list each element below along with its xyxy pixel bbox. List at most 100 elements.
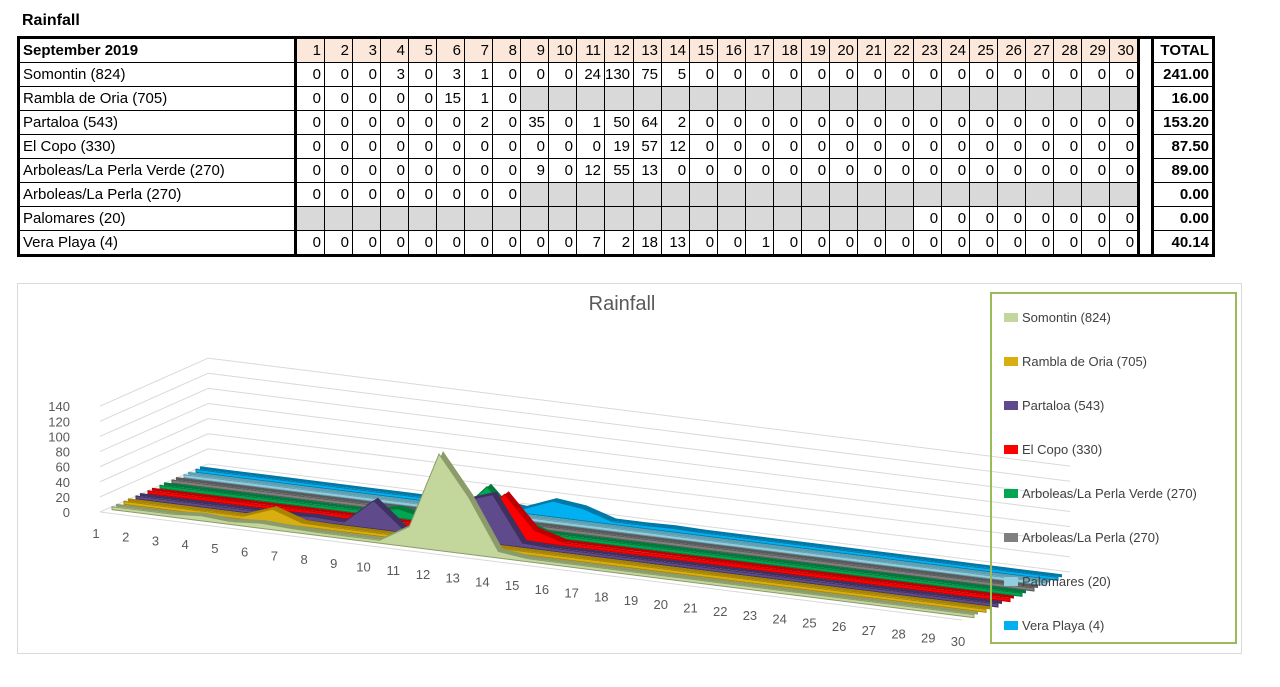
rain-cell: 0 <box>380 134 409 159</box>
rain-cell: 0 <box>997 230 1027 257</box>
rain-cell <box>1109 86 1141 111</box>
gridline <box>207 463 1071 573</box>
rain-cell: 2 <box>603 230 635 257</box>
x-tick-label: 11 <box>386 563 400 578</box>
table-row: Palomares (20) 0 0 0 0 0 0 0 0 0.00 <box>17 206 1216 231</box>
legend-label: Palomares (20) <box>1022 574 1111 589</box>
x-tick-label: 10 <box>356 560 370 575</box>
rainfall-table: September 2019 1 2 3 4 5 6 7 8 9 10 11 12 13 14 15 16 17 1… <box>17 36 1216 257</box>
legend-item: Arboleas/La Perla Verde (270) <box>1004 486 1197 501</box>
day-header: 6 <box>436 36 465 63</box>
table-row: Vera Playa (4) 0 0 0 0 0 0 0 0 0 0 7 2 18 13 0 0 1 0 0 0 0 0 0 0… <box>17 230 1216 257</box>
gridline <box>207 433 1071 543</box>
rain-cell: 0 <box>464 230 493 257</box>
rain-cell: 0 <box>913 62 943 87</box>
rain-cell: 7 <box>576 230 605 257</box>
station-name: Rambla de Oria (705) <box>17 86 297 111</box>
rain-cell: 0 <box>436 230 465 257</box>
rain-cell: 0 <box>1053 206 1083 231</box>
legend-label: Partaloa (543) <box>1022 398 1105 413</box>
rain-cell <box>1081 86 1111 111</box>
day-header: 15 <box>689 36 719 63</box>
rain-cell: 0 <box>436 134 465 159</box>
x-tick-label: 28 <box>891 627 905 642</box>
legend-swatch <box>1004 577 1018 586</box>
y-tick-label: 140 <box>48 399 70 414</box>
legend-swatch <box>1004 489 1018 498</box>
rain-cell: 0 <box>1053 158 1083 183</box>
rain-cell <box>941 86 971 111</box>
rain-cell: 0 <box>885 158 915 183</box>
rain-cell: 0 <box>1109 62 1141 87</box>
day-header: 11 <box>576 36 605 63</box>
rain-cell: 0 <box>408 62 437 87</box>
rain-cell <box>969 86 999 111</box>
rain-cell: 0 <box>436 110 465 135</box>
station-name: Arboleas/La Perla (270) <box>17 182 297 207</box>
day-header: 4 <box>380 36 409 63</box>
gridline-side <box>99 433 209 483</box>
legend-swatch <box>1004 533 1018 542</box>
rain-cell: 0 <box>324 62 353 87</box>
rain-cell: 0 <box>324 182 353 207</box>
rain-cell: 0 <box>408 110 437 135</box>
y-tick-label: 120 <box>48 414 70 429</box>
rain-cell <box>941 182 971 207</box>
column-gap <box>1138 110 1153 135</box>
rain-cell: 0 <box>324 134 353 159</box>
rain-cell: 0 <box>1025 206 1055 231</box>
rain-cell <box>997 182 1027 207</box>
rain-cell: 0 <box>492 134 521 159</box>
day-header: 27 <box>1025 36 1055 63</box>
rain-cell: 0 <box>1109 158 1141 183</box>
gridline <box>207 448 1071 558</box>
series-area-side <box>188 471 1050 583</box>
series-area <box>171 479 1035 592</box>
x-tick-label: 15 <box>505 578 519 593</box>
day-header: 13 <box>633 36 663 63</box>
total-cell: 87.50 <box>1151 134 1216 159</box>
x-tick-label: 29 <box>921 630 935 645</box>
rain-cell: 0 <box>969 62 999 87</box>
x-tick-label: 6 <box>241 545 248 560</box>
rain-cell: 0 <box>689 230 719 257</box>
x-tick-label: 7 <box>271 548 278 563</box>
rain-cell: 0 <box>436 158 465 183</box>
rain-cell: 0 <box>997 158 1027 183</box>
x-tick-label: 12 <box>416 567 430 582</box>
day-header: 7 <box>464 36 493 63</box>
legend-label: Somontin (824) <box>1022 310 1111 325</box>
x-tick-label: 20 <box>654 597 668 612</box>
gridline-side <box>99 448 209 498</box>
rain-cell: 0 <box>913 134 943 159</box>
column-gap <box>1138 134 1153 159</box>
gridline <box>207 403 1071 513</box>
rain-cell: 0 <box>1109 110 1141 135</box>
rain-cell: 0 <box>913 230 943 257</box>
legend-label: Arboleas/La Perla (270) <box>1022 530 1160 545</box>
gridline <box>207 418 1071 528</box>
rain-cell: 13 <box>633 158 663 183</box>
total-header: TOTAL <box>1151 36 1216 63</box>
legend-label: El Copo (330) <box>1022 442 1103 457</box>
column-gap <box>1138 206 1153 231</box>
table-row: Arboleas/La Perla Verde (270) 0 0 0 0 0 0 0 0 9 0 1… <box>17 158 1216 183</box>
total-cell: 16.00 <box>1151 86 1216 111</box>
rain-cell: 75 <box>633 62 663 87</box>
legend-label: Arboleas/La Perla Verde (270) <box>1022 486 1197 501</box>
rain-cell: 0 <box>941 230 971 257</box>
rain-cell: 0 <box>1025 230 1055 257</box>
rain-cell: 0 <box>717 110 747 135</box>
legend-swatch <box>1004 313 1018 322</box>
x-tick-label: 24 <box>772 612 786 627</box>
column-gap <box>1138 230 1153 257</box>
rain-cell: 0 <box>295 230 325 257</box>
total-cell: 241.00 <box>1151 62 1216 87</box>
rain-cell <box>520 182 549 207</box>
rain-cell <box>408 206 437 231</box>
legend-item: Partaloa (543) <box>1004 398 1104 413</box>
rain-cell <box>885 206 915 231</box>
day-header: 30 <box>1109 36 1141 63</box>
station-name: El Copo (330) <box>17 134 297 159</box>
rain-cell: 0 <box>885 110 915 135</box>
